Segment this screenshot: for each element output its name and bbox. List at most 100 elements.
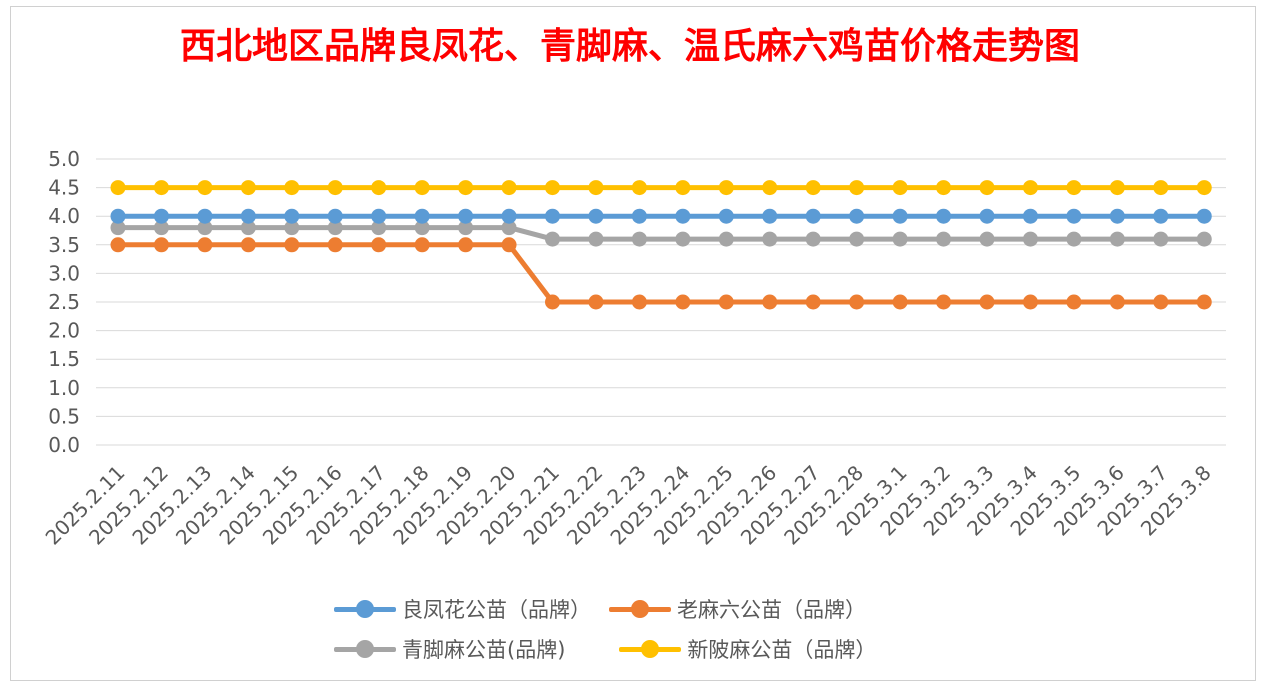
data-point (240, 208, 256, 224)
data-point (675, 231, 691, 247)
data-point (1066, 231, 1082, 247)
data-point (805, 231, 821, 247)
legend-label: 青脚麻公苗(品牌) (402, 638, 566, 662)
data-point (1109, 294, 1125, 310)
legend-item: 青脚麻公苗(品牌) (334, 634, 565, 664)
data-point (153, 180, 169, 196)
legend-swatch (334, 599, 396, 619)
data-point (1109, 180, 1125, 196)
legend-swatch (334, 639, 396, 659)
y-tick-label: 3.0 (48, 261, 80, 285)
data-point (371, 237, 387, 253)
data-point (110, 180, 126, 196)
data-point (110, 220, 126, 236)
legend-swatch (619, 639, 682, 659)
legend-item: 新陂麻公苗（品牌） (619, 634, 876, 664)
data-point (545, 208, 560, 224)
data-point (1066, 294, 1082, 310)
data-point (545, 294, 560, 310)
data-point (414, 220, 430, 236)
chart-area[interactable] (10, 6, 1256, 681)
data-point (327, 180, 343, 196)
data-point (1109, 231, 1125, 247)
data-point (153, 220, 169, 236)
data-point (501, 237, 517, 253)
data-point (849, 208, 865, 224)
data-point (1196, 208, 1212, 224)
data-point (371, 220, 387, 236)
data-point (718, 231, 734, 247)
data-point (762, 180, 778, 196)
data-point (197, 180, 213, 196)
data-point (284, 180, 300, 196)
data-point (675, 294, 691, 310)
data-point (1196, 294, 1212, 310)
data-point (588, 231, 604, 247)
data-point (501, 220, 517, 236)
data-point (849, 294, 865, 310)
data-point (414, 237, 430, 253)
data-point (458, 237, 474, 253)
data-point (718, 208, 734, 224)
data-point (892, 294, 908, 310)
data-point (197, 208, 213, 224)
data-point (892, 180, 908, 196)
data-point (327, 237, 343, 253)
data-point (588, 294, 604, 310)
data-point (284, 237, 300, 253)
data-point (197, 237, 213, 253)
legend-item: 良凤花公苗（品牌） (334, 594, 591, 624)
data-point (153, 237, 169, 253)
data-point (936, 180, 952, 196)
data-point (153, 208, 169, 224)
data-point (327, 220, 343, 236)
data-point (414, 208, 430, 224)
series-line (115, 225, 1207, 242)
data-point (327, 208, 343, 224)
data-point (284, 208, 300, 224)
data-point (675, 208, 691, 224)
legend-swatch (609, 599, 671, 619)
data-point (110, 208, 126, 224)
data-point (1153, 180, 1169, 196)
legend-label: 新陂麻公苗（品牌） (687, 638, 877, 662)
data-point (718, 294, 734, 310)
data-point (1022, 294, 1038, 310)
legend-row: 良凤花公苗（品牌） 老麻六公苗（品牌） (334, 594, 884, 624)
data-point (718, 180, 734, 196)
data-point (1066, 208, 1082, 224)
data-point (631, 208, 647, 224)
data-point (762, 231, 778, 247)
data-point (1153, 231, 1169, 247)
data-point (936, 208, 952, 224)
chart-title: 西北地区品牌良凤花、青脚麻、温氏麻六鸡苗价格走势图 (179, 25, 1080, 67)
data-point (1153, 208, 1169, 224)
data-point (805, 208, 821, 224)
legend-label: 良凤花公苗（品牌） (402, 598, 591, 622)
y-tick-label: 0.0 (48, 433, 80, 457)
data-point (1196, 180, 1212, 196)
data-point (936, 294, 952, 310)
data-point (588, 180, 604, 196)
data-point (501, 180, 517, 196)
data-point (979, 180, 995, 196)
data-point (849, 180, 865, 196)
y-tick-label: 2.5 (48, 290, 80, 314)
legend-row: 青脚麻公苗(品牌) 新陂麻公苗（品牌） (334, 634, 894, 664)
data-point (979, 294, 995, 310)
y-tick-label: 0.5 (48, 404, 80, 428)
data-point (197, 220, 213, 236)
data-point (631, 231, 647, 247)
data-point (240, 220, 256, 236)
data-point (849, 231, 865, 247)
y-tick-label: 4.0 (48, 204, 80, 228)
data-point (501, 208, 517, 224)
y-tick-label: 4.5 (48, 176, 80, 200)
data-point (1022, 208, 1038, 224)
data-point (805, 180, 821, 196)
data-point (414, 180, 430, 196)
data-point (588, 208, 604, 224)
data-point (631, 294, 647, 310)
y-tick-label: 1.5 (48, 347, 80, 371)
